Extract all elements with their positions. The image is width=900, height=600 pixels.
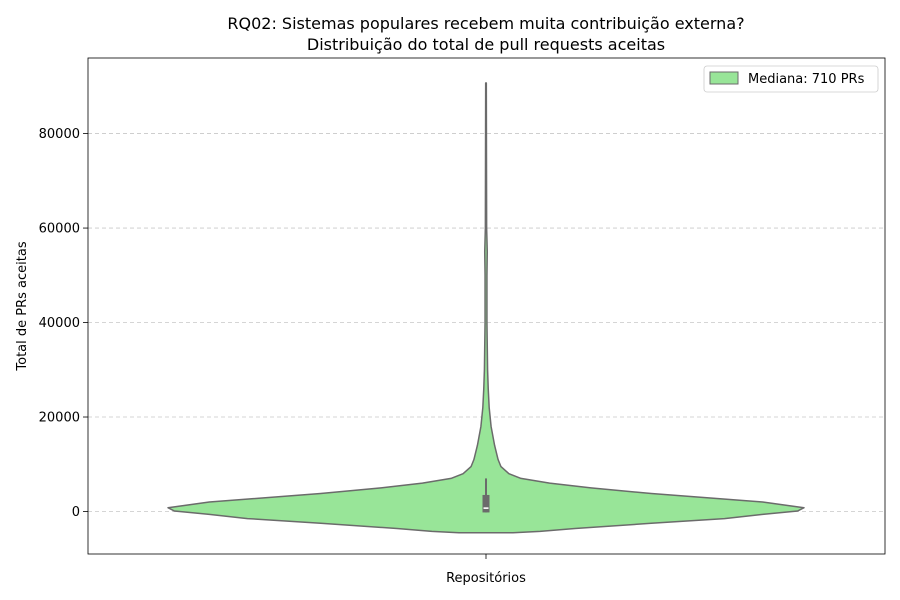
chart-title: RQ02: Sistemas populares recebem muita c…	[227, 14, 744, 33]
x-axis-label: Repositórios	[446, 571, 526, 586]
y-tick-label: 0	[72, 505, 80, 520]
y-tick-label: 20000	[39, 411, 80, 426]
violin-body	[167, 82, 805, 534]
y-tick-label: 40000	[39, 316, 80, 331]
legend-label: Mediana: 710 PRs	[748, 72, 865, 87]
inner-box	[482, 478, 490, 513]
violin-plot	[167, 82, 805, 534]
y-axis-label: Total de PRs aceitas	[15, 241, 30, 371]
legend-swatch	[709, 71, 739, 85]
y-tick-label: 60000	[39, 222, 80, 237]
iqr-box	[482, 494, 490, 513]
y-tick-label: 80000	[39, 127, 80, 142]
chart-subtitle: Distribuição do total de pull requests a…	[307, 35, 665, 54]
plot-frame	[87, 57, 886, 555]
legend: Mediana: 710 PRs	[703, 65, 879, 93]
legend-frame	[703, 65, 879, 93]
y-axis-ticks: 0 20000 40000 60000 80000	[39, 127, 88, 520]
